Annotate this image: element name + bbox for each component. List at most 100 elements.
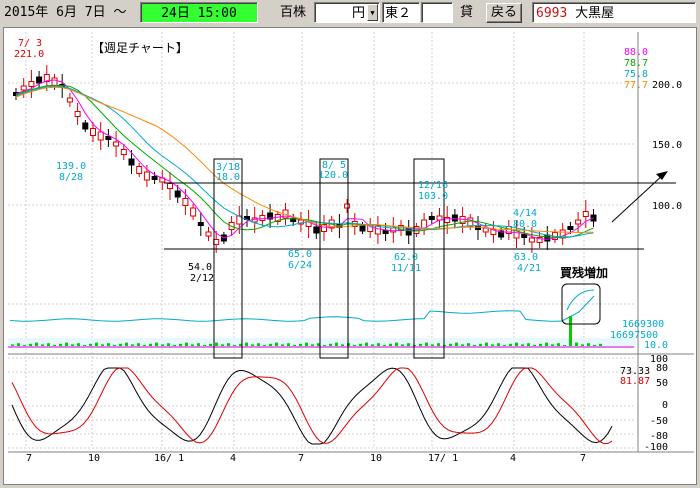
volume-bar xyxy=(275,342,278,346)
moving-average-line xyxy=(15,86,594,234)
volume-bar xyxy=(11,344,14,346)
candle-body xyxy=(444,217,451,223)
moving-average-line xyxy=(15,84,594,239)
price-tick: 150.0 xyxy=(652,140,682,151)
volume-bar xyxy=(95,342,98,346)
volume-panel xyxy=(8,295,636,348)
annotation-price: 65.0 xyxy=(288,249,312,260)
empty-field[interactable] xyxy=(421,2,453,23)
volume-bar xyxy=(485,342,488,346)
volume-bar xyxy=(155,342,158,346)
volume-bar xyxy=(89,343,92,346)
volume-bar xyxy=(515,342,518,346)
candle-body xyxy=(344,203,351,209)
current-date-field[interactable]: 24日 15:00 xyxy=(140,2,258,23)
annotation-date: 6/24 xyxy=(288,260,312,271)
candle-body xyxy=(359,224,366,232)
candle-body xyxy=(105,136,112,140)
volume-bar xyxy=(251,344,254,346)
annotation-price: 63.0 xyxy=(514,252,538,263)
candle-body xyxy=(97,131,104,141)
unit-label: 百株 xyxy=(280,5,307,20)
volume-bar xyxy=(359,343,362,346)
volume-bar xyxy=(323,345,326,346)
chart-area[interactable]: 【週足チャート】 買残増加 200.0 150.0 100.0 88.0 xyxy=(3,27,697,485)
lend-label: 貸 xyxy=(460,5,474,20)
volume-bar xyxy=(437,343,440,346)
chart-grid xyxy=(8,32,694,453)
stoch-axis-labels: 100 80 50 0 -50 -80 -100 73.33 81.87 xyxy=(620,354,668,453)
chevron-down-icon[interactable]: ▼ xyxy=(367,4,378,21)
candle-body xyxy=(74,111,81,117)
candle-body xyxy=(390,227,397,233)
volume-bar xyxy=(65,342,68,346)
callout-curve xyxy=(566,289,595,311)
volume-bar xyxy=(149,343,152,346)
volume-bar xyxy=(389,343,392,346)
stochastic-k-line xyxy=(11,367,613,445)
volume-bar xyxy=(257,343,260,346)
callout-text: 買残増加 xyxy=(560,265,608,280)
candle-body xyxy=(182,198,189,206)
volume-value: 1669300 xyxy=(622,319,664,330)
stock-name: 大黒屋 xyxy=(575,6,615,21)
back-button[interactable]: 戻る xyxy=(486,3,522,23)
moving-average-lines xyxy=(15,79,594,240)
x-tick: 10 xyxy=(370,453,382,464)
volume-bar xyxy=(431,344,434,346)
volume-bar xyxy=(395,342,398,346)
volume-bar xyxy=(551,344,554,346)
candle-body xyxy=(259,215,266,221)
x-axis-labels: 7 10 16/ 1 4 7 10 17/ 1 4 7 xyxy=(26,453,586,464)
market-field[interactable]: 東２ xyxy=(382,2,420,23)
volume-bar xyxy=(335,342,338,346)
candle-body xyxy=(382,230,389,234)
volume-bar xyxy=(383,345,386,346)
annotation-date: 3/18 xyxy=(216,162,240,173)
stoch-value: 73.33 xyxy=(620,366,650,377)
ma-value: 75.8 xyxy=(624,69,648,80)
candle-body xyxy=(82,122,89,130)
candle-body xyxy=(528,237,535,243)
annotation-date: 2/12 xyxy=(190,273,214,284)
volume-bar xyxy=(173,345,176,346)
trend-arrow-head xyxy=(656,171,668,180)
volume-bar xyxy=(377,343,380,346)
candle-body xyxy=(421,219,428,229)
volume-bar xyxy=(467,343,470,346)
volume-bar xyxy=(35,342,38,346)
volume-bar xyxy=(461,344,464,346)
candle-body xyxy=(467,217,474,227)
annotation-labels: 7/ 3 221.0 139.0 8/28 54.0 2/12 3/18 18.… xyxy=(14,38,541,284)
x-tick: 10 xyxy=(88,453,100,464)
x-tick: 4 xyxy=(230,453,236,464)
volume-bar xyxy=(239,343,242,346)
annotation-price: 18.0 xyxy=(216,172,240,183)
candle-body xyxy=(28,81,35,87)
volume-value-labels: 1669300 16697500 10.0 xyxy=(610,319,668,351)
volume-bar xyxy=(179,343,182,346)
volume-bar xyxy=(53,345,56,346)
volume-bar xyxy=(119,343,122,346)
stoch-tick: 50 xyxy=(656,378,668,389)
price-tick: 100.0 xyxy=(652,201,682,212)
volume-bar xyxy=(107,343,110,346)
stock-field[interactable]: 6993 大黒屋 xyxy=(532,2,696,23)
stoch-tick: -100 xyxy=(644,442,668,453)
volume-bar xyxy=(305,342,308,346)
volume-bar xyxy=(449,343,452,346)
currency-value: 円 xyxy=(351,6,365,21)
volume-bar xyxy=(203,345,206,346)
volume-bar xyxy=(197,343,200,346)
volume-bar xyxy=(269,343,272,346)
currency-select[interactable]: 円 ▼ xyxy=(314,2,380,23)
candle-body xyxy=(482,227,489,233)
candle-body xyxy=(567,226,574,230)
volume-bar xyxy=(557,343,560,346)
candle-body xyxy=(313,226,320,234)
volume-bar xyxy=(59,343,62,346)
chart-svg[interactable]: 【週足チャート】 買残増加 200.0 150.0 100.0 88.0 xyxy=(4,28,696,484)
toolbar: 2015年 6月 7日 ～ 24日 15:00 百株 円 ▼ 東２ 貸 戻る 6… xyxy=(0,0,700,26)
stochastic-d-line xyxy=(11,367,613,445)
